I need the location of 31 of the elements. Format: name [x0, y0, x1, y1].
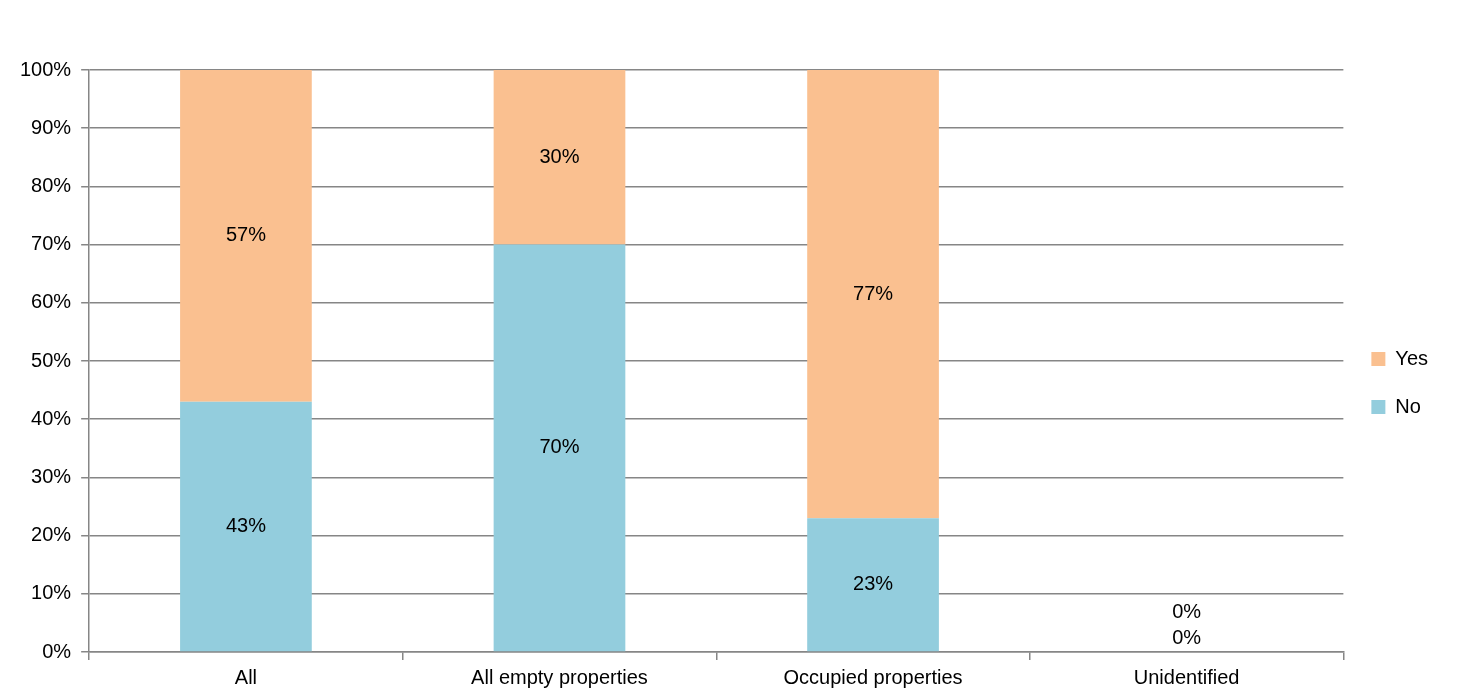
y-tick-label: 30% [31, 464, 72, 487]
data-label: 57% [225, 223, 267, 246]
data-label: 30% [539, 144, 580, 167]
x-tick-label: All empty properties [471, 665, 648, 688]
bar [807, 70, 939, 519]
bar [493, 70, 626, 245]
y-tick-label: 70% [31, 232, 72, 255]
y-tick-label: 80% [31, 173, 72, 196]
data-label: 0% [1172, 625, 1202, 648]
bar [807, 518, 939, 652]
y-tick-label: 0% [42, 639, 72, 662]
data-label: 70% [539, 435, 580, 458]
data-label: 43% [225, 514, 267, 537]
bar [493, 244, 626, 652]
y-tick-label: 90% [31, 115, 72, 138]
y-tick-label: 60% [31, 290, 72, 313]
legend-label: Yes [1395, 346, 1429, 369]
data-label: 23% [853, 572, 894, 595]
y-tick-label: 20% [31, 523, 72, 546]
x-tick-label: Occupied properties [783, 665, 963, 688]
bar [180, 70, 312, 402]
y-tick-label: 50% [31, 348, 72, 371]
x-tick-label: Unidentified [1133, 665, 1240, 688]
data-label: 0% [1172, 599, 1202, 622]
data-label: 77% [853, 281, 894, 304]
y-tick-label: 40% [31, 406, 72, 429]
bar [180, 401, 312, 652]
legend-label: No [1395, 394, 1421, 417]
x-tick-label: All [234, 665, 258, 688]
y-tick-label: 100% [20, 57, 72, 80]
y-tick-label: 10% [31, 581, 72, 604]
